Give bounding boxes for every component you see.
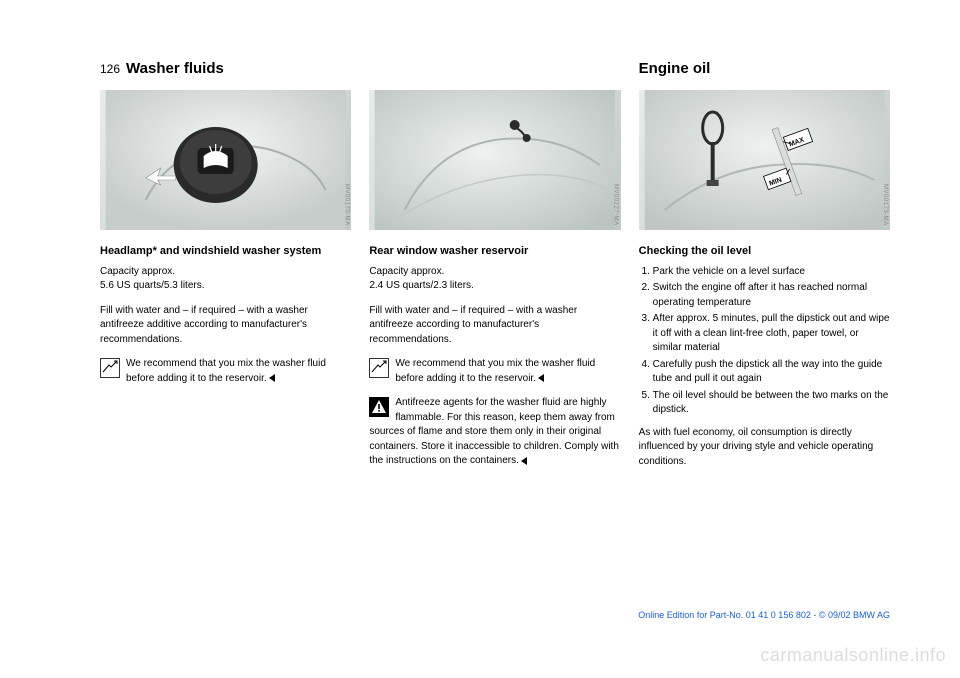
tip-icon [369,358,389,378]
column-1: MV00170-MA Headlamp* and windshield wash… [100,90,351,479]
list-item: Carefully push the dipstick all the way … [653,358,890,387]
section-title-washer-fluids: Washer fluids [126,60,224,78]
list-item: Park the vehicle on a level surface [653,265,890,280]
note-text-2: We recommend that you mix the washer flu… [395,358,595,384]
column-3: Engine oil MIN [639,90,890,479]
column-2: MV00227-MA Rear window washer reservoir … [369,90,620,479]
fill-text-2: Fill with water and – if required – with… [369,304,620,348]
end-mark-icon [269,374,275,382]
section-title-engine-oil: Engine oil [639,60,711,77]
note-text-1: We recommend that you mix the washer flu… [126,358,326,384]
warning-block: Antifreeze agents for the washer fluid a… [369,396,620,469]
content-columns: MV00170-MA Headlamp* and windshield wash… [100,90,890,479]
fill-text-1: Fill with water and – if required – with… [100,304,351,348]
figure-code-3: MV00173-MA [882,184,888,226]
capacity-text-2: Capacity approx. 2.4 US quarts/2.3 liter… [369,265,620,294]
oil-consumption-text: As with fuel economy, oil consumption is… [639,426,890,470]
subhead-check-oil: Checking the oil level [639,244,890,259]
warning-icon [369,397,389,417]
capacity-text-1: Capacity approx. 5.6 US quarts/5.3 liter… [100,265,351,294]
header-row: 126 Washer fluids [100,60,890,78]
note-block-1: We recommend that you mix the washer flu… [100,357,351,386]
oil-check-steps: Park the vehicle on a level surface Swit… [639,265,890,418]
figure-code-1: MV00170-MA [343,184,349,226]
list-item: After approx. 5 minutes, pull the dipsti… [653,312,890,356]
list-item: The oil level should be between the two … [653,389,890,418]
end-mark-icon [521,457,527,465]
footer-edition-line: Online Edition for Part-No. 01 41 0 156 … [638,610,890,620]
warning-text: Antifreeze agents for the washer fluid a… [369,397,619,466]
subhead-headlamp-washer: Headlamp* and windshield washer system [100,244,351,259]
note-block-2: We recommend that you mix the washer flu… [369,357,620,386]
page-number: 126 [100,60,120,78]
watermark-text: carmanualsonline.info [760,645,946,666]
figure-washer-cap: MV00170-MA [100,90,351,230]
list-item: Switch the engine off after it has reach… [653,281,890,310]
tip-icon [100,358,120,378]
end-mark-icon [538,374,544,382]
figure-dipstick: MIN MAX MV00173-MA [639,90,890,230]
figure-rear-washer: MV00227-MA [369,90,620,230]
figure-code-2: MV00227-MA [613,184,619,226]
subhead-rear-washer: Rear window washer reservoir [369,244,620,259]
